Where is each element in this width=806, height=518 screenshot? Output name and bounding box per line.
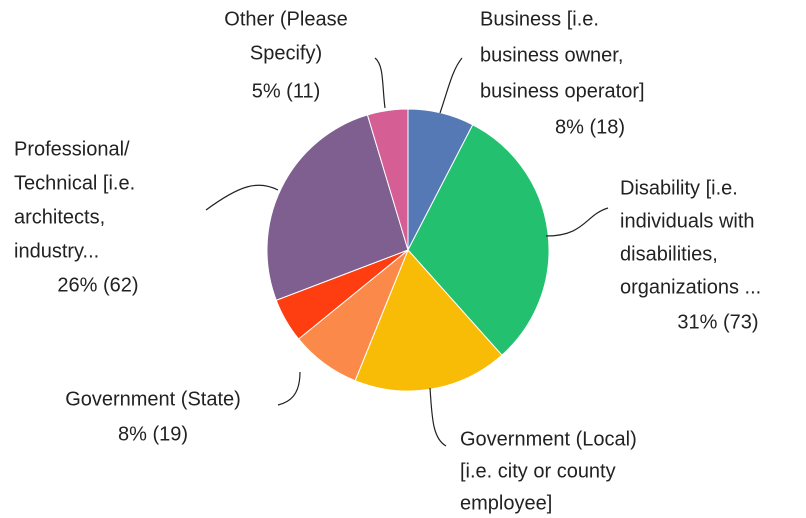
leader-line	[439, 57, 463, 114]
leader-line	[277, 371, 301, 406]
leader-line	[205, 184, 279, 211]
slice-label: Specify)	[250, 42, 322, 64]
leader-line	[429, 387, 447, 447]
value-label: 8% (19)	[118, 423, 188, 445]
slice-label: architects,	[14, 206, 105, 228]
value-label: 8% (18)	[555, 116, 625, 138]
pie-slice	[354, 249, 503, 392]
slice-label: Technical [i.e.	[14, 172, 135, 194]
slice-label: industry...	[14, 240, 99, 262]
slice-label: disabilities,	[620, 243, 718, 265]
value-label: 26% (62)	[57, 274, 138, 296]
leader-line	[374, 57, 386, 109]
slice-label: individuals with	[620, 210, 755, 232]
pie-slice	[266, 114, 409, 301]
slice-label: Disability [i.e.	[620, 177, 738, 199]
slice-label: organizations ...	[620, 276, 761, 298]
slice-label: business owner,	[480, 44, 623, 66]
pie-slice	[407, 124, 550, 356]
slice-label: business operator]	[480, 80, 645, 102]
value-label: 5% (11)	[252, 80, 321, 102]
value-label: 31% (73)	[677, 311, 758, 333]
leader-line	[545, 207, 609, 237]
slice-label: Government (State)	[65, 388, 241, 410]
pie-slice	[366, 108, 409, 251]
slice-label: employee]	[460, 492, 552, 514]
slice-label: Government (Local)	[460, 428, 637, 450]
slice-label: Business [i.e.	[480, 8, 599, 30]
slice-label: Other (Please	[224, 8, 347, 30]
slice-label: Professional/	[14, 138, 130, 160]
slice-label: [i.e. city or county	[460, 460, 616, 482]
